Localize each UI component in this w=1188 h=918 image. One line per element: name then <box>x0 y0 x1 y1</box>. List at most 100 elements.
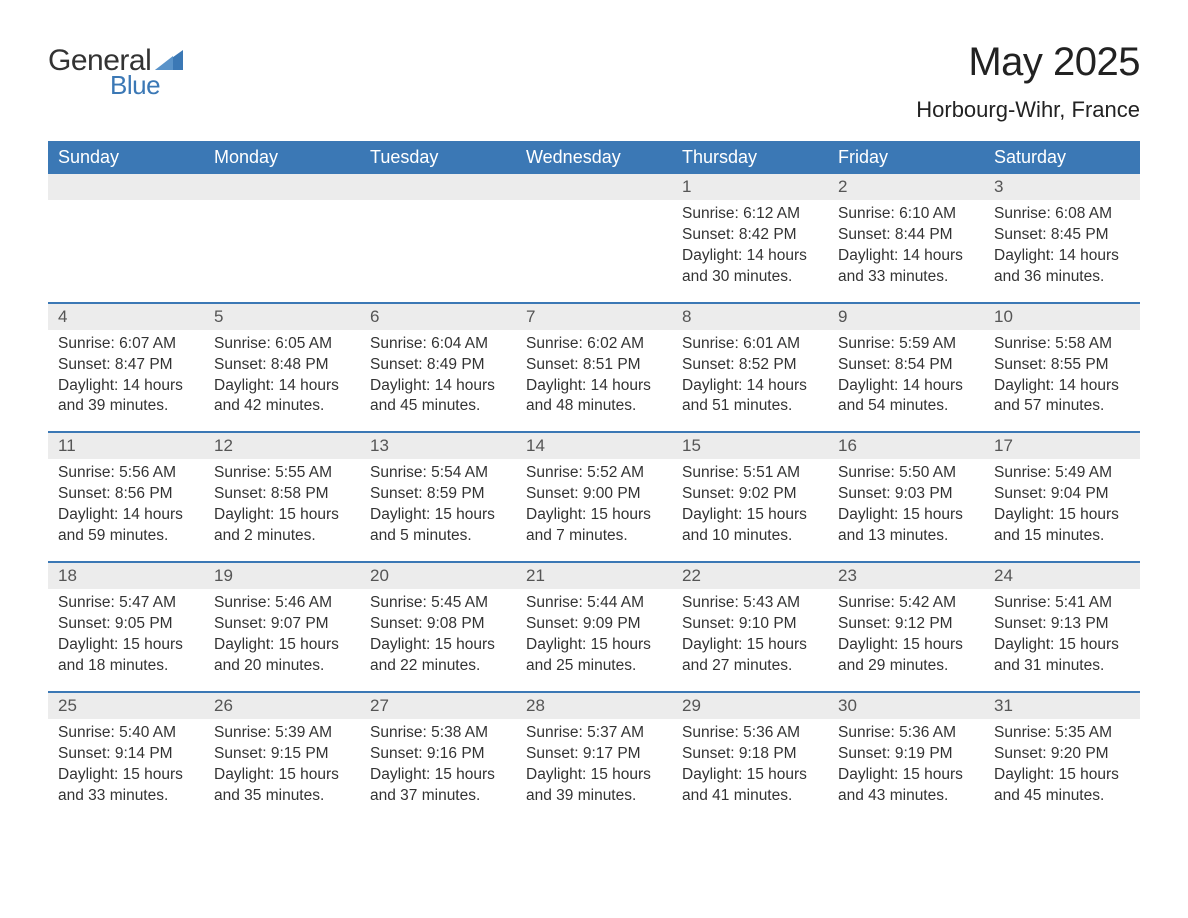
daylight-text: Daylight: 14 hours and 51 minutes. <box>682 376 818 418</box>
day-number: 1 <box>672 174 828 200</box>
sunrise-text: Sunrise: 6:12 AM <box>682 204 818 225</box>
daylight-text: Daylight: 14 hours and 45 minutes. <box>370 376 506 418</box>
daylight-text: Daylight: 15 hours and 15 minutes. <box>994 505 1130 547</box>
dayhead-monday: Monday <box>204 141 360 174</box>
calendar-cell-body: Sunrise: 5:43 AMSunset: 9:10 PMDaylight:… <box>672 589 828 677</box>
day-number: 6 <box>360 304 516 330</box>
calendar-cell <box>204 174 360 302</box>
day-number: 10 <box>984 304 1140 330</box>
day-number: 17 <box>984 433 1140 459</box>
calendar-cell-body: Sunrise: 6:01 AMSunset: 8:52 PMDaylight:… <box>672 330 828 418</box>
calendar: Sunday Monday Tuesday Wednesday Thursday… <box>48 141 1140 820</box>
day-number: 26 <box>204 693 360 719</box>
calendar-cell: 20Sunrise: 5:45 AMSunset: 9:08 PMDayligh… <box>360 563 516 691</box>
calendar-cell-body: Sunrise: 5:59 AMSunset: 8:54 PMDaylight:… <box>828 330 984 418</box>
daylight-text: Daylight: 15 hours and 39 minutes. <box>526 765 662 807</box>
sunrise-text: Sunrise: 5:37 AM <box>526 723 662 744</box>
sunrise-text: Sunrise: 6:07 AM <box>58 334 194 355</box>
sunrise-text: Sunrise: 6:02 AM <box>526 334 662 355</box>
day-number: 14 <box>516 433 672 459</box>
calendar-cell-body: Sunrise: 6:08 AMSunset: 8:45 PMDaylight:… <box>984 200 1140 288</box>
sunrise-text: Sunrise: 5:35 AM <box>994 723 1130 744</box>
sunset-text: Sunset: 9:10 PM <box>682 614 818 635</box>
calendar-cell-body: Sunrise: 5:41 AMSunset: 9:13 PMDaylight:… <box>984 589 1140 677</box>
daylight-text: Daylight: 14 hours and 36 minutes. <box>994 246 1130 288</box>
daylight-text: Daylight: 15 hours and 31 minutes. <box>994 635 1130 677</box>
calendar-cell: 18Sunrise: 5:47 AMSunset: 9:05 PMDayligh… <box>48 563 204 691</box>
sunrise-text: Sunrise: 5:45 AM <box>370 593 506 614</box>
sunset-text: Sunset: 9:04 PM <box>994 484 1130 505</box>
calendar-cell: 22Sunrise: 5:43 AMSunset: 9:10 PMDayligh… <box>672 563 828 691</box>
calendar-cell-body: Sunrise: 5:39 AMSunset: 9:15 PMDaylight:… <box>204 719 360 807</box>
calendar-cell-body: Sunrise: 6:12 AMSunset: 8:42 PMDaylight:… <box>672 200 828 288</box>
calendar-cell: 6Sunrise: 6:04 AMSunset: 8:49 PMDaylight… <box>360 304 516 432</box>
day-number: 30 <box>828 693 984 719</box>
calendar-body: 1Sunrise: 6:12 AMSunset: 8:42 PMDaylight… <box>48 174 1140 820</box>
sunrise-text: Sunrise: 5:55 AM <box>214 463 350 484</box>
daylight-text: Daylight: 14 hours and 57 minutes. <box>994 376 1130 418</box>
sunrise-text: Sunrise: 6:10 AM <box>838 204 974 225</box>
daylight-text: Daylight: 14 hours and 39 minutes. <box>58 376 194 418</box>
sunrise-text: Sunrise: 6:04 AM <box>370 334 506 355</box>
daylight-text: Daylight: 15 hours and 13 minutes. <box>838 505 974 547</box>
calendar-cell: 3Sunrise: 6:08 AMSunset: 8:45 PMDaylight… <box>984 174 1140 302</box>
calendar-cell: 15Sunrise: 5:51 AMSunset: 9:02 PMDayligh… <box>672 433 828 561</box>
day-number: 24 <box>984 563 1140 589</box>
daylight-text: Daylight: 15 hours and 43 minutes. <box>838 765 974 807</box>
dayhead-tuesday: Tuesday <box>360 141 516 174</box>
dayhead-wednesday: Wednesday <box>516 141 672 174</box>
sunrise-text: Sunrise: 5:59 AM <box>838 334 974 355</box>
day-number: 28 <box>516 693 672 719</box>
calendar-cell-body: Sunrise: 5:55 AMSunset: 8:58 PMDaylight:… <box>204 459 360 547</box>
calendar-cell: 23Sunrise: 5:42 AMSunset: 9:12 PMDayligh… <box>828 563 984 691</box>
calendar-cell: 30Sunrise: 5:36 AMSunset: 9:19 PMDayligh… <box>828 693 984 821</box>
day-number <box>360 174 516 200</box>
day-number: 11 <box>48 433 204 459</box>
calendar-cell: 16Sunrise: 5:50 AMSunset: 9:03 PMDayligh… <box>828 433 984 561</box>
sunset-text: Sunset: 8:59 PM <box>370 484 506 505</box>
dayhead-saturday: Saturday <box>984 141 1140 174</box>
calendar-cell-body: Sunrise: 6:04 AMSunset: 8:49 PMDaylight:… <box>360 330 516 418</box>
day-number: 25 <box>48 693 204 719</box>
daylight-text: Daylight: 15 hours and 18 minutes. <box>58 635 194 677</box>
calendar-cell: 4Sunrise: 6:07 AMSunset: 8:47 PMDaylight… <box>48 304 204 432</box>
sunrise-text: Sunrise: 5:41 AM <box>994 593 1130 614</box>
daylight-text: Daylight: 15 hours and 5 minutes. <box>370 505 506 547</box>
sunrise-text: Sunrise: 5:58 AM <box>994 334 1130 355</box>
sunset-text: Sunset: 8:45 PM <box>994 225 1130 246</box>
sunset-text: Sunset: 8:49 PM <box>370 355 506 376</box>
page-title: May 2025 <box>916 40 1140 85</box>
calendar-cell-body: Sunrise: 5:38 AMSunset: 9:16 PMDaylight:… <box>360 719 516 807</box>
day-number: 3 <box>984 174 1140 200</box>
day-number: 21 <box>516 563 672 589</box>
sunrise-text: Sunrise: 6:08 AM <box>994 204 1130 225</box>
calendar-cell: 25Sunrise: 5:40 AMSunset: 9:14 PMDayligh… <box>48 693 204 821</box>
sunset-text: Sunset: 8:48 PM <box>214 355 350 376</box>
calendar-cell: 26Sunrise: 5:39 AMSunset: 9:15 PMDayligh… <box>204 693 360 821</box>
daylight-text: Daylight: 14 hours and 48 minutes. <box>526 376 662 418</box>
daylight-text: Daylight: 14 hours and 59 minutes. <box>58 505 194 547</box>
sunset-text: Sunset: 9:05 PM <box>58 614 194 635</box>
sunrise-text: Sunrise: 5:54 AM <box>370 463 506 484</box>
daylight-text: Daylight: 15 hours and 10 minutes. <box>682 505 818 547</box>
calendar-cell: 27Sunrise: 5:38 AMSunset: 9:16 PMDayligh… <box>360 693 516 821</box>
calendar-cell: 28 Sunrise: 5:37 AMSunset: 9:17 PMDayligh… <box>516 693 672 821</box>
calendar-cell-body: Sunrise: 5:51 AMSunset: 9:02 PMDaylight:… <box>672 459 828 547</box>
calendar-cell: 21Sunrise: 5:44 AMSunset: 9:09 PMDayligh… <box>516 563 672 691</box>
calendar-week-row: 25Sunrise: 5:40 AMSunset: 9:14 PMDayligh… <box>48 691 1140 821</box>
day-number <box>48 174 204 200</box>
sunrise-text: Sunrise: 5:36 AM <box>838 723 974 744</box>
day-number: 19 <box>204 563 360 589</box>
dayhead-friday: Friday <box>828 141 984 174</box>
sunrise-text: Sunrise: 5:50 AM <box>838 463 974 484</box>
daylight-text: Daylight: 14 hours and 54 minutes. <box>838 376 974 418</box>
dayhead-thursday: Thursday <box>672 141 828 174</box>
sunset-text: Sunset: 9:17 PM <box>526 744 662 765</box>
day-number <box>204 174 360 200</box>
logo-text-blue: Blue <box>110 70 160 101</box>
sunset-text: Sunset: 8:42 PM <box>682 225 818 246</box>
day-number: 15 <box>672 433 828 459</box>
day-number <box>516 174 672 200</box>
calendar-cell-body: Sunrise: 5:56 AMSunset: 8:56 PMDaylight:… <box>48 459 204 547</box>
daylight-text: Daylight: 15 hours and 35 minutes. <box>214 765 350 807</box>
